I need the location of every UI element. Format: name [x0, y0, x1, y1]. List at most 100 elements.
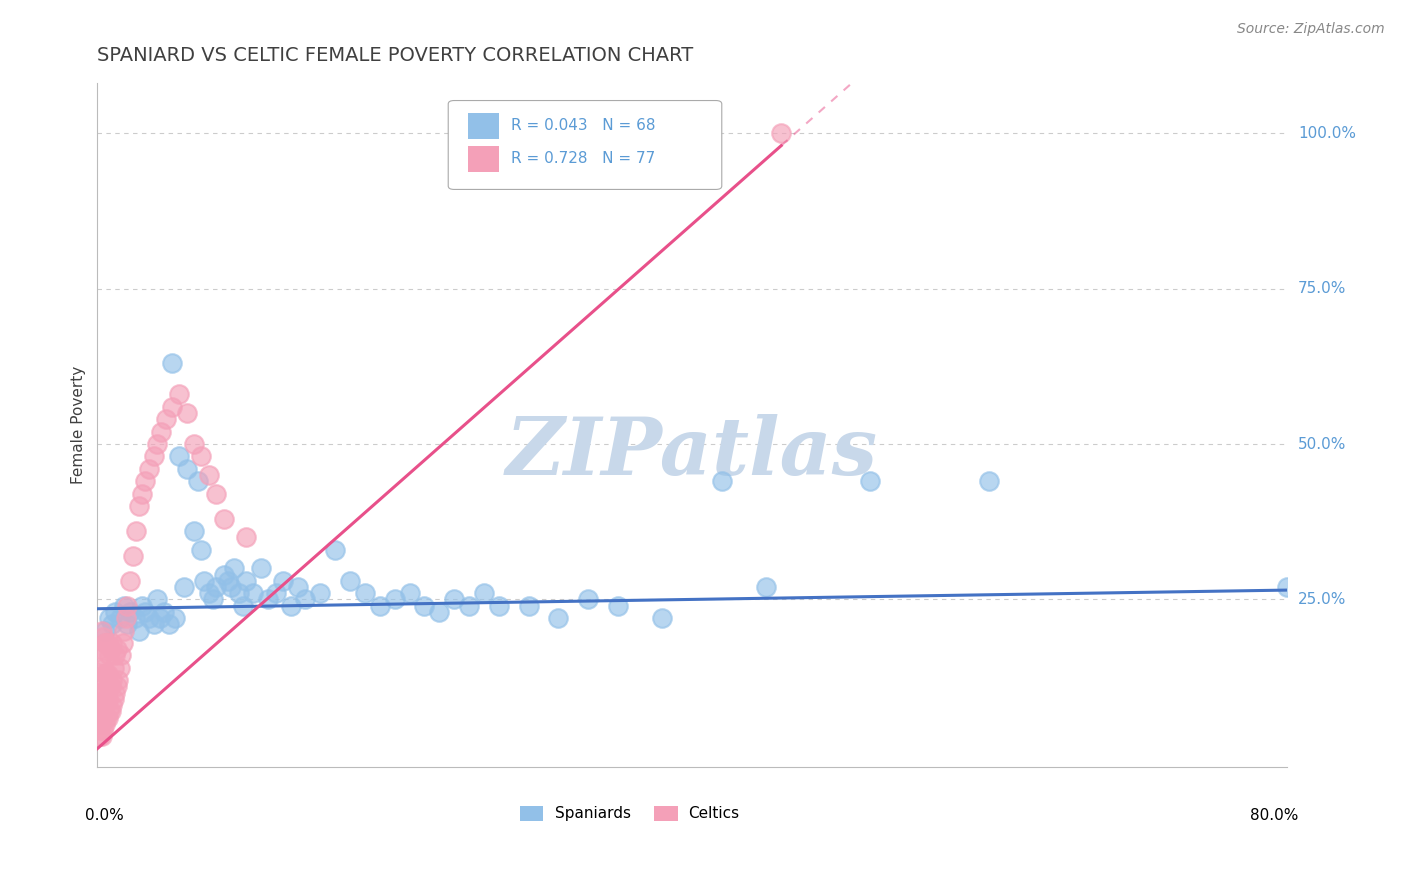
Point	[104, 648, 127, 663]
Text: 25.0%: 25.0%	[1298, 592, 1346, 607]
Point	[87, 686, 110, 700]
Point	[98, 611, 121, 625]
Point	[97, 710, 120, 724]
Point	[250, 561, 273, 575]
Point	[264, 586, 287, 600]
Point	[97, 692, 120, 706]
Point	[89, 704, 111, 718]
Point	[443, 592, 465, 607]
Text: 0.0%: 0.0%	[86, 808, 124, 823]
Point	[101, 698, 124, 712]
Text: 80.0%: 80.0%	[1250, 808, 1299, 823]
Point	[205, 580, 228, 594]
Point	[212, 567, 235, 582]
Point	[205, 487, 228, 501]
Point	[101, 636, 124, 650]
Point	[384, 592, 406, 607]
Point	[104, 686, 127, 700]
Point	[89, 686, 111, 700]
Point	[112, 624, 135, 638]
Point	[202, 592, 225, 607]
Text: Source: ZipAtlas.com: Source: ZipAtlas.com	[1237, 22, 1385, 37]
Text: 50.0%: 50.0%	[1298, 436, 1346, 451]
Point	[100, 704, 122, 718]
Point	[134, 475, 156, 489]
Point	[94, 698, 117, 712]
Point	[187, 475, 209, 489]
Point	[94, 716, 117, 731]
Point	[87, 723, 110, 737]
Point	[472, 586, 495, 600]
FancyBboxPatch shape	[449, 101, 721, 189]
Point	[413, 599, 436, 613]
Text: SPANIARD VS CELTIC FEMALE POVERTY CORRELATION CHART: SPANIARD VS CELTIC FEMALE POVERTY CORREL…	[97, 46, 693, 65]
Point	[517, 599, 540, 613]
Point	[163, 611, 186, 625]
Point	[90, 716, 112, 731]
Point	[190, 542, 212, 557]
Point	[160, 356, 183, 370]
Point	[183, 437, 205, 451]
Point	[97, 636, 120, 650]
Point	[755, 580, 778, 594]
Point	[89, 716, 111, 731]
Point	[111, 636, 134, 650]
Point	[94, 624, 117, 638]
Point	[101, 617, 124, 632]
Point	[89, 667, 111, 681]
Point	[235, 530, 257, 544]
Y-axis label: Female Poverty: Female Poverty	[72, 367, 86, 484]
Point	[1275, 580, 1298, 594]
Text: ZIPatlas: ZIPatlas	[506, 414, 879, 491]
Point	[155, 412, 177, 426]
Point	[576, 592, 599, 607]
Point	[190, 450, 212, 464]
Point	[98, 704, 121, 718]
Point	[458, 599, 481, 613]
Point	[271, 574, 294, 588]
Point	[134, 605, 156, 619]
Point	[131, 487, 153, 501]
FancyBboxPatch shape	[468, 113, 499, 139]
Point	[219, 580, 242, 594]
Point	[198, 586, 221, 600]
Point	[96, 692, 118, 706]
Point	[90, 648, 112, 663]
Point	[167, 387, 190, 401]
Point	[183, 524, 205, 538]
Point	[287, 580, 309, 594]
Point	[257, 592, 280, 607]
Point	[368, 599, 391, 613]
Point	[105, 680, 128, 694]
Point	[354, 586, 377, 600]
Point	[91, 630, 114, 644]
Point	[176, 462, 198, 476]
Point	[150, 425, 173, 439]
Point	[547, 611, 569, 625]
Point	[859, 475, 882, 489]
Point	[89, 729, 111, 743]
Point	[232, 599, 254, 613]
Point	[104, 605, 127, 619]
Point	[98, 680, 121, 694]
Point	[224, 561, 246, 575]
Point	[157, 617, 180, 632]
Point	[87, 710, 110, 724]
Point	[323, 542, 346, 557]
Point	[146, 592, 169, 607]
Point	[97, 667, 120, 681]
Text: 100.0%: 100.0%	[1298, 126, 1355, 141]
Point	[94, 667, 117, 681]
Point	[100, 680, 122, 694]
Point	[90, 698, 112, 712]
Point	[167, 450, 190, 464]
Point	[91, 686, 114, 700]
Point	[235, 574, 257, 588]
Point	[124, 611, 146, 625]
Point	[142, 450, 165, 464]
Point	[294, 592, 316, 607]
Point	[90, 673, 112, 688]
Point	[138, 462, 160, 476]
Point	[90, 624, 112, 638]
Point	[128, 624, 150, 638]
